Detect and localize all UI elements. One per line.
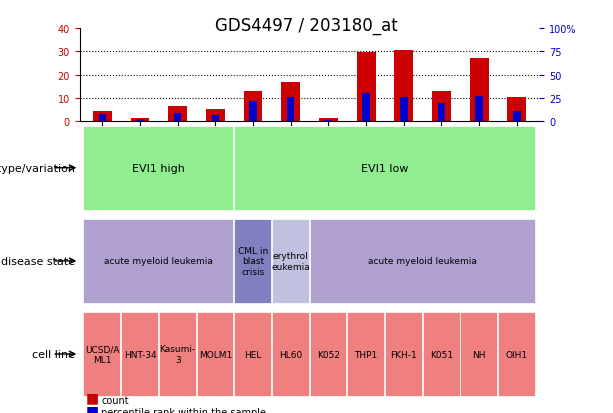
Text: NH: NH: [473, 350, 486, 358]
FancyBboxPatch shape: [234, 219, 271, 303]
Bar: [319, 119, 338, 122]
Text: cell line: cell line: [32, 349, 75, 359]
Bar: [325, 121, 332, 122]
FancyBboxPatch shape: [83, 219, 234, 303]
Bar: [243, 92, 262, 122]
Text: CML in
blast
crisis: CML in blast crisis: [238, 247, 268, 276]
Text: count: count: [101, 395, 129, 405]
Text: HEL: HEL: [245, 350, 262, 358]
FancyBboxPatch shape: [385, 312, 422, 396]
Bar: [211, 115, 219, 122]
Bar: [362, 94, 370, 122]
FancyBboxPatch shape: [121, 312, 158, 396]
Bar: [168, 107, 187, 122]
Bar: [93, 112, 112, 122]
FancyBboxPatch shape: [310, 219, 535, 303]
Text: ■: ■: [86, 403, 99, 413]
Bar: [508, 97, 526, 122]
FancyBboxPatch shape: [347, 312, 384, 396]
Bar: [249, 102, 257, 122]
Bar: [131, 119, 150, 122]
Bar: [357, 53, 376, 122]
FancyBboxPatch shape: [234, 126, 535, 210]
FancyBboxPatch shape: [460, 312, 497, 396]
FancyBboxPatch shape: [310, 312, 346, 396]
Text: disease state: disease state: [1, 256, 75, 266]
FancyBboxPatch shape: [83, 312, 120, 396]
Text: OIH1: OIH1: [506, 350, 528, 358]
Bar: [174, 114, 181, 122]
Text: HL60: HL60: [279, 350, 302, 358]
Text: genotype/variation: genotype/variation: [0, 163, 75, 173]
FancyBboxPatch shape: [498, 312, 535, 396]
Text: acute myeloid leukemia: acute myeloid leukemia: [368, 257, 477, 266]
FancyBboxPatch shape: [197, 312, 234, 396]
Bar: [432, 92, 451, 122]
Bar: [470, 59, 489, 122]
Text: K051: K051: [430, 350, 453, 358]
Bar: [206, 110, 225, 122]
Bar: [475, 97, 483, 122]
Bar: [136, 119, 144, 122]
Text: GDS4497 / 203180_at: GDS4497 / 203180_at: [215, 17, 398, 34]
Text: acute myeloid leukemia: acute myeloid leukemia: [104, 257, 213, 266]
Text: percentile rank within the sample: percentile rank within the sample: [101, 407, 266, 413]
Bar: [281, 82, 300, 122]
Text: Kasumi-
3: Kasumi- 3: [159, 344, 196, 364]
Bar: [513, 112, 520, 122]
FancyBboxPatch shape: [234, 312, 271, 396]
FancyBboxPatch shape: [272, 312, 309, 396]
Text: UCSD/A
ML1: UCSD/A ML1: [85, 344, 120, 364]
Text: ■: ■: [86, 391, 99, 405]
Text: FKH-1: FKH-1: [390, 350, 417, 358]
Bar: [394, 51, 413, 122]
Text: erythrol
eukemia: erythrol eukemia: [272, 252, 310, 271]
Text: MOLM1: MOLM1: [199, 350, 232, 358]
Text: THP1: THP1: [354, 350, 378, 358]
Text: K052: K052: [317, 350, 340, 358]
Text: HNT-34: HNT-34: [124, 350, 156, 358]
Text: EVI1 high: EVI1 high: [132, 163, 185, 173]
FancyBboxPatch shape: [422, 312, 460, 396]
Bar: [287, 97, 294, 122]
Text: EVI1 low: EVI1 low: [361, 163, 409, 173]
Bar: [438, 103, 445, 122]
FancyBboxPatch shape: [83, 126, 234, 210]
Bar: [400, 97, 408, 122]
FancyBboxPatch shape: [272, 219, 309, 303]
FancyBboxPatch shape: [159, 312, 196, 396]
Bar: [99, 115, 106, 122]
